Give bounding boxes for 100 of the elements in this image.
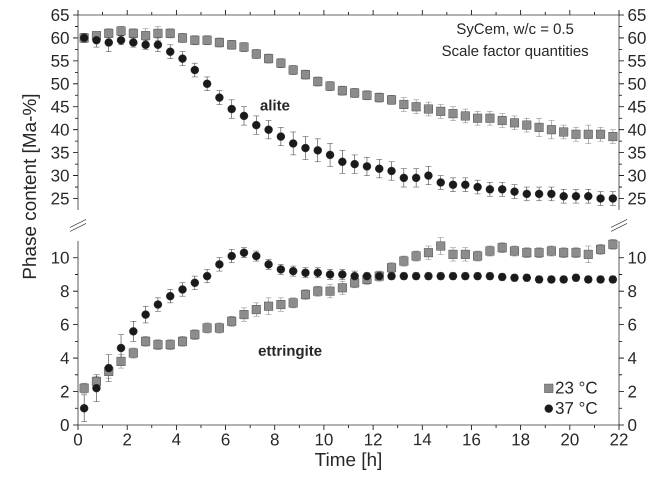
y-tick-label: 10 [52,252,69,264]
x-tick-label: 18 [512,434,530,446]
x-tick-label: 12 [364,434,382,446]
point [596,130,606,139]
point [264,302,274,311]
point [448,250,458,259]
point [129,327,138,336]
point [190,278,200,288]
point [166,47,174,56]
point [498,116,507,126]
point [80,404,88,412]
x-tick-label: 8 [270,434,279,446]
y2-tick-label: 25 [628,192,646,205]
y2-tick-label: 55 [628,54,646,67]
point [215,260,224,269]
point [276,132,286,141]
point [584,250,593,259]
point [448,109,458,118]
y-axis-title: Phase content [Ma-%] [22,94,40,278]
y2-tick-label: 35 [628,146,646,159]
point [436,178,445,187]
point [510,118,519,128]
point [276,300,286,310]
point [350,272,359,280]
annotation: SyCem, w/c = 0.5 [457,23,574,37]
point [498,185,506,194]
point [412,102,421,112]
y2-tick-label: 4 [628,352,636,364]
y2-tick-label: 8 [628,285,636,298]
point [338,283,347,292]
x-tick-label: 2 [123,434,132,446]
y2-tick-label: 6 [628,318,636,331]
point [522,190,531,198]
point [608,132,618,142]
point [399,100,408,109]
x-tick-label: 20 [561,434,579,446]
point [608,194,618,203]
point [178,54,187,63]
x-tick-label: 6 [222,434,230,446]
point [228,104,236,114]
point [584,192,592,200]
x-tick-label: 0 [74,434,82,446]
point [104,38,113,47]
point [572,192,580,200]
point [301,144,310,152]
y2-tick-label: 30 [628,170,646,182]
y-tick-label: 30 [51,170,69,182]
y2-tick-label: 60 [628,32,646,44]
x-tick-label: 4 [172,434,181,446]
point [424,171,433,180]
point [559,127,568,136]
y-tick-label: 55 [51,54,69,67]
point [215,93,224,102]
point [424,248,433,258]
point [571,130,580,139]
point [584,130,593,139]
point [534,122,544,132]
y-tick-label: 35 [51,146,69,159]
y-tick-label: 45 [51,100,69,113]
y-tick-label: 0 [60,418,69,431]
point [362,272,372,280]
y-tick-label: 2 [60,386,69,398]
point [424,104,433,114]
point [154,40,162,50]
point [92,384,101,392]
point [436,242,446,251]
y-tick-label: 6 [60,318,69,331]
y2-tick-label: 45 [628,100,646,113]
point [412,174,420,182]
legend-label: 37 °C [556,402,597,414]
point [239,310,248,320]
point [559,192,568,200]
point [448,180,458,189]
point [461,180,470,189]
y-tick-label: 40 [51,124,69,136]
y2-tick-label: 2 [628,386,636,398]
legend-label: 23 °C [556,382,597,394]
point [264,125,273,134]
point [485,114,494,123]
y2-tick-label: 50 [628,78,646,90]
point [400,174,408,182]
point [314,146,322,155]
point [141,31,150,40]
point [338,158,347,166]
point [252,305,261,314]
x-tick-label: 10 [316,434,333,446]
y-tick-label: 50 [51,78,69,90]
annotation: Scale factor quantities [442,45,588,59]
y2-tick-label: 0 [628,418,636,431]
point [228,252,236,260]
y2-tick-label: 40 [628,124,646,136]
y2-tick-label: 10 [628,252,646,264]
point [154,300,162,309]
point [473,182,482,192]
point [326,150,334,160]
point [596,194,605,203]
x-tick-label: 14 [414,434,432,446]
y-tick-label: 60 [52,32,69,44]
point [288,139,298,148]
point [534,190,544,198]
